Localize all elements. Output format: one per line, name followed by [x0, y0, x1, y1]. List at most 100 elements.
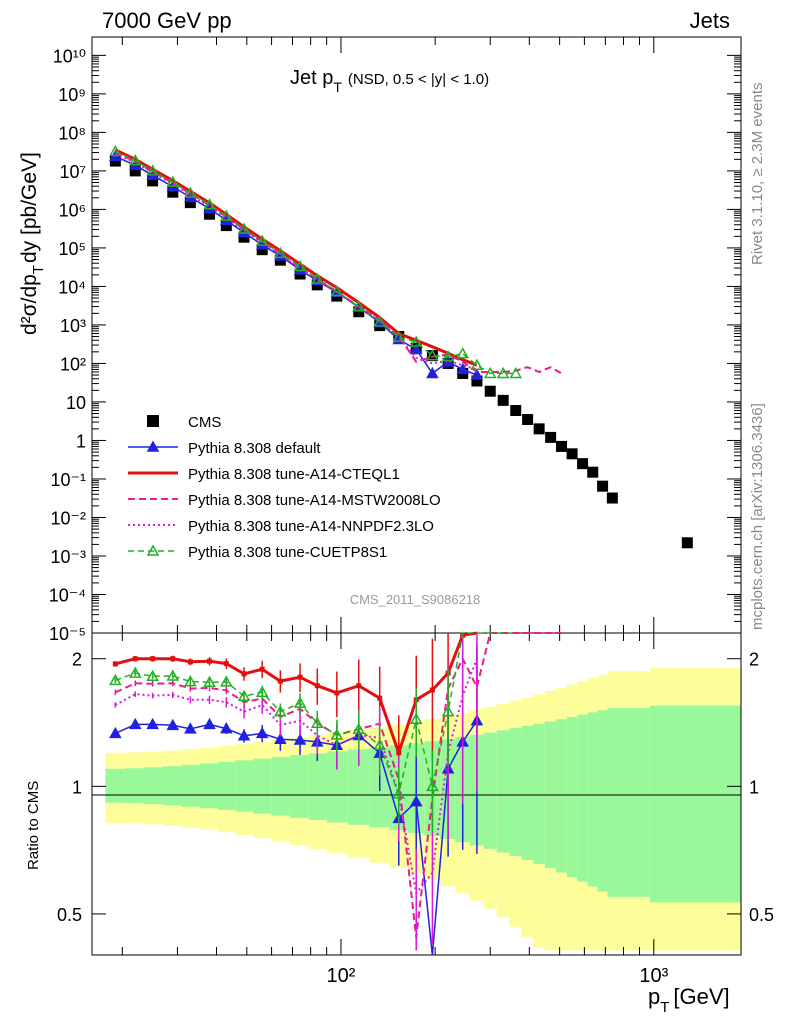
series-marker [470, 368, 484, 380]
stat-band [105, 768, 126, 803]
series-marker [496, 366, 510, 379]
series-marker [426, 366, 439, 379]
series-ratio-marker [203, 675, 216, 688]
y-tick-label: 10⁻¹ [50, 470, 86, 490]
stat-band [327, 751, 348, 823]
y-tick-label: 10⁻⁵ [49, 624, 86, 644]
legend: CMS Pythia 8.308 default Pythia 8.308 tune… [128, 414, 441, 561]
series-marker [128, 154, 142, 166]
mcplots-label: mcplots.cern.ch [arXiv:1306.3436] [749, 403, 766, 630]
series-marker [293, 259, 307, 272]
legend-marker [147, 415, 159, 427]
legend-item: CMS [147, 414, 221, 431]
cms-point [556, 440, 568, 452]
stat-band [162, 766, 182, 806]
cms-point [220, 220, 232, 232]
series-marker [483, 366, 497, 379]
series-marker [237, 222, 251, 234]
y-axis-label: d²σ/dpTdy [pb/GeV] [18, 152, 47, 335]
header-left: 7000 GeV pp [102, 8, 232, 33]
cms-point [545, 431, 557, 443]
series-ratio-marker [128, 666, 142, 678]
series-line [114, 148, 478, 367]
ratio-plot-frame [91, 632, 742, 956]
stat-band [509, 728, 522, 857]
stat-band [587, 712, 598, 887]
cms-point [471, 375, 483, 387]
cms-point [167, 186, 179, 198]
stat-band [271, 756, 291, 816]
legend-label: Pythia 8.308 tune-A14-CTEQL1 [188, 466, 400, 483]
stat-band [556, 719, 567, 873]
legend-label: Pythia 8.308 tune-CUETP8S1 [188, 544, 387, 561]
legend-marker [146, 440, 160, 452]
y-tick-label: 10 [66, 393, 86, 413]
stat-band [217, 761, 236, 810]
legend-item: Pythia 8.308 tune-A14-NNPDF2.3LO [128, 518, 434, 535]
series-marker [509, 366, 523, 379]
series-marker [166, 175, 180, 187]
y-tick-label: 1 [76, 431, 86, 451]
series-marker [470, 358, 484, 370]
series-marker [456, 362, 469, 375]
cms-point [129, 165, 141, 177]
series-marker [373, 315, 386, 327]
series-marker [441, 350, 455, 362]
cms-point [510, 404, 522, 416]
cms-point [533, 423, 545, 435]
y-tick-label: 10⁹ [58, 85, 86, 105]
y-tick-label: 10⁻² [50, 508, 86, 528]
series-marker [255, 234, 269, 246]
cms-point [522, 414, 534, 426]
series-ratio-marker [184, 675, 197, 687]
legend-item: Pythia 8.308 default [128, 440, 321, 457]
plot-title: Jet pT (NSD, 0.5 < |y| < 1.0) [290, 67, 489, 95]
stat-band [181, 764, 200, 807]
stat-band [496, 730, 510, 853]
legend-item: Pythia 8.308 tune-CUETP8S1 [128, 544, 387, 561]
stat-band [143, 767, 163, 805]
legend-label: Pythia 8.308 tune-A14-NNPDF2.3LO [188, 518, 434, 535]
cms-point [606, 492, 618, 504]
x-tick-label: 10³ [639, 965, 668, 987]
header-right: Jets [690, 8, 730, 33]
y-tick-label: 10² [60, 354, 86, 374]
y-tick-label: 10⁶ [59, 200, 86, 220]
series-marker [109, 144, 122, 157]
series-ratio-marker [166, 669, 180, 681]
series-ratio-marker [146, 669, 159, 682]
legend-item: Pythia 8.308 tune-A14-CTEQL1 [128, 466, 400, 483]
cms-point [426, 350, 438, 362]
y-tick-label: 10⁸ [58, 123, 86, 143]
y-tick-label: 10¹⁰ [53, 46, 86, 66]
series-marker [330, 284, 344, 297]
cms-point [681, 537, 693, 549]
y-tick-label: 10⁷ [59, 162, 86, 182]
stat-band [483, 732, 497, 849]
ratio-y-axis-label: Ratio to CMS [25, 781, 42, 870]
series-5 [109, 144, 523, 832]
x-axis-label: pT [GeV] [648, 984, 730, 1016]
series-marker [409, 342, 423, 355]
stat-band [347, 749, 370, 825]
series-marker [426, 349, 439, 361]
cms-point [184, 197, 196, 209]
series-marker [409, 335, 423, 347]
series-marker [352, 300, 366, 312]
cms-point [204, 208, 216, 220]
cms-point [484, 385, 496, 397]
stat-band [521, 725, 534, 861]
series-marker [274, 246, 287, 259]
series-marker [311, 272, 324, 284]
ratio-tick-label: 2 [749, 650, 759, 670]
cms-point [577, 458, 589, 470]
ratio-tick-label: 1 [749, 777, 759, 797]
stat-band [290, 755, 309, 818]
legend-marker [146, 544, 160, 556]
stat-band [566, 716, 578, 877]
series-marker [220, 209, 233, 221]
y-tick-label: 10³ [60, 316, 86, 336]
legend-label: Pythia 8.308 tune-A14-MSTW2008LO [188, 492, 441, 509]
legend-label: CMS [188, 414, 221, 431]
series-marker [184, 186, 197, 198]
